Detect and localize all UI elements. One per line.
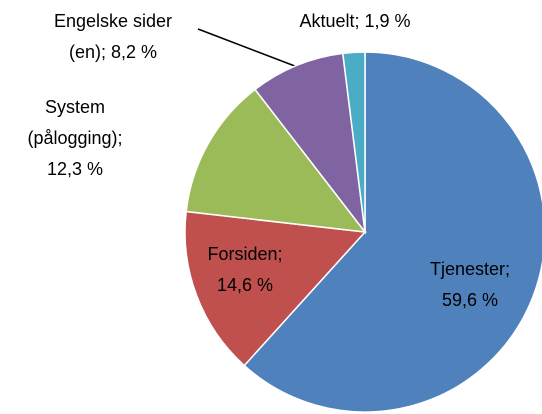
pie-slice [243, 51, 542, 413]
slice-label: 14,6 % [217, 275, 273, 295]
pie-slice [341, 51, 366, 233]
slice-label: Aktuelt; 1,9 % [299, 11, 410, 31]
slice-label: 59,6 % [442, 290, 498, 310]
pie-slice [184, 210, 367, 367]
pie-slice [254, 52, 367, 235]
slice-label: (pålogging); [27, 128, 122, 148]
slice-label: System [45, 97, 105, 117]
slice-label: Engelske sider [54, 11, 172, 31]
leader-line [197, 28, 301, 69]
pie-slice [185, 88, 367, 233]
slice-label: 12,3 % [47, 159, 103, 179]
slice-label: Tjenester; [430, 259, 510, 279]
slice-label: Forsiden; [207, 244, 282, 264]
slice-label: (en); 8,2 % [69, 42, 157, 62]
